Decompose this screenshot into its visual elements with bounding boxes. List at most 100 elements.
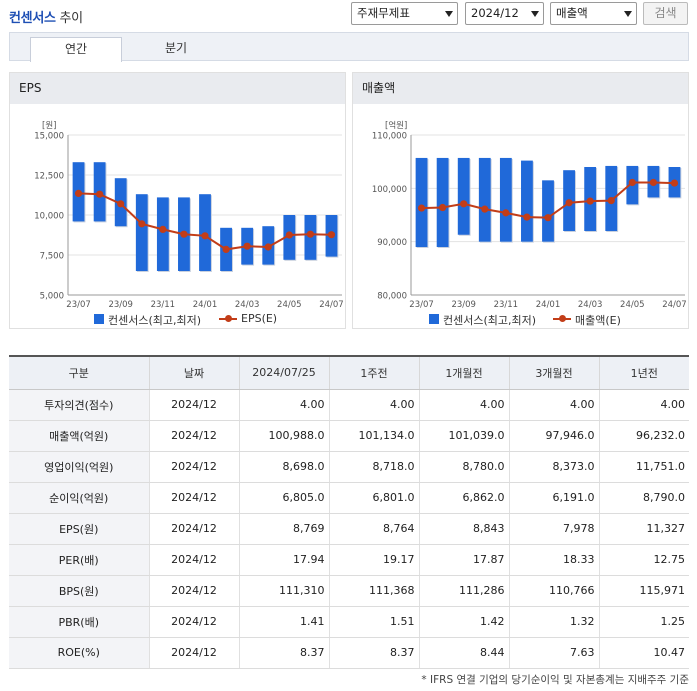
table-cell: 1.51 <box>328 606 419 638</box>
title-suffix: 추이 <box>59 11 83 26</box>
tab-quarterly[interactable]: 분기 <box>164 41 188 55</box>
line-point <box>180 230 188 238</box>
table-row: 매출액(억원) 2024/12 100,988.0 101,134.0 101,039.… <box>9 420 689 452</box>
row-date: 2024/12 <box>148 575 239 607</box>
y-tick-label: 5,000 <box>40 292 64 302</box>
table-cell: 111,286 <box>418 575 509 607</box>
table-header-row: 구분 날짜 2024/07/25 1주전 1개월전 3개월전 1년전 <box>9 355 689 390</box>
table-cell: 8.37 <box>328 637 419 669</box>
y-tick-label: 15,000 <box>34 132 64 142</box>
table-body: 투자의견(점수) 2024/12 4.00 4.00 4.00 4.00 4.00 매출액(억… <box>9 389 689 669</box>
revenue-chart-panel: 매출액 80,000 90,000 100,000 110,000 [억원] 23/07 2… <box>352 72 689 329</box>
line-point <box>523 213 531 221</box>
line-point <box>138 220 146 228</box>
row-date: 2024/12 <box>148 451 239 483</box>
line-point <box>222 245 230 253</box>
x-tick-label: 24/01 <box>193 300 218 309</box>
footnote: * IFRS 연결 기업의 당기순이익 및 자본총계는 지배주주 기준 <box>421 674 689 686</box>
table-cell: 8,698.0 <box>238 451 329 483</box>
y-tick-label: 110,000 <box>372 132 407 142</box>
chevron-down-icon <box>624 11 632 17</box>
eps-chart-panel: EPS 5,000 7,500 10,000 12,500 15,000 [원] 23/07… <box>9 72 346 329</box>
range-bar <box>156 197 169 271</box>
x-tick-label: 24/05 <box>277 300 302 309</box>
eps-chart-title: EPS <box>10 73 345 104</box>
row-label: PBR(배) <box>9 606 149 638</box>
column-header: 1주전 <box>328 355 419 390</box>
row-label: ROE(%) <box>9 637 149 669</box>
table-cell: 19.17 <box>328 544 419 576</box>
consensus-table: 구분 날짜 2024/07/25 1주전 1개월전 3개월전 1년전 투자의견(점수) 202… <box>9 355 689 669</box>
period-select[interactable]: 2024/12 <box>465 2 544 25</box>
revenue-chart-title: 매출액 <box>353 73 688 104</box>
column-header: 1년전 <box>598 355 689 390</box>
statement-type-select[interactable]: 주재무제표 <box>351 2 458 25</box>
tab-annual[interactable]: 연간 <box>30 37 122 62</box>
table-row: ROE(%) 2024/12 8.37 8.37 8.44 7.63 10.47 <box>9 637 689 669</box>
x-tick-label: 24/07 <box>319 300 344 309</box>
y-tick-label: 100,000 <box>372 185 407 195</box>
range-bar <box>521 160 533 242</box>
line-point <box>285 231 293 239</box>
table-cell: 7.63 <box>508 637 599 669</box>
table-cell: 7,978 <box>508 513 599 545</box>
line-point <box>502 209 510 217</box>
range-bar <box>499 157 512 242</box>
legend-line-label: 매출액(E) <box>575 314 621 327</box>
table-row: PER(배) 2024/12 17.94 19.17 17.87 18.33 12.75 <box>9 544 689 576</box>
line-point <box>243 242 251 250</box>
table-cell: 100,988.0 <box>238 420 329 452</box>
table-cell: 1.25 <box>598 606 689 638</box>
table-cell: 4.00 <box>508 389 599 421</box>
line-point <box>481 205 489 213</box>
x-tick-label: 23/07 <box>409 300 434 309</box>
table-cell: 8,843 <box>418 513 509 545</box>
metric-value: 매출액 <box>556 6 588 20</box>
y-unit-label: [원] <box>42 121 56 131</box>
revenue-chart: 80,000 90,000 100,000 110,000[억원] 23/07 23/09… <box>372 120 687 309</box>
line-point <box>96 190 104 198</box>
line-point <box>544 214 552 222</box>
line-point <box>439 203 447 212</box>
eps-chart-legend: 컨센서스(최고,최저) EPS(E) <box>10 311 345 327</box>
table-cell: 4.00 <box>238 389 329 421</box>
table-cell: 96,232.0 <box>598 420 689 452</box>
line-point <box>327 231 336 239</box>
range-bar <box>135 194 148 271</box>
range-bar <box>457 157 470 235</box>
table-cell: 8.37 <box>238 637 329 669</box>
table-cell: 18.33 <box>508 544 599 576</box>
table-cell: 8,769 <box>238 513 329 545</box>
legend-bar-swatch <box>94 314 104 324</box>
table-cell: 4.00 <box>418 389 509 421</box>
line-point <box>670 179 679 187</box>
line-point <box>117 200 125 208</box>
table-cell: 6,862.0 <box>418 482 509 514</box>
eps-chart: 5,000 7,500 10,000 12,500 15,000[원] 23/07 23/0… <box>34 121 344 309</box>
table-cell: 1.41 <box>238 606 329 638</box>
table-cell: 8,373.0 <box>508 451 599 483</box>
table-cell: 8.44 <box>418 637 509 669</box>
column-header: 2024/07/25 <box>238 355 329 390</box>
row-label: EPS(원) <box>9 513 149 545</box>
table-cell: 6,805.0 <box>238 482 329 514</box>
row-date: 2024/12 <box>148 637 239 669</box>
table-row: EPS(원) 2024/12 8,769 8,764 8,843 7,978 11,327 <box>9 513 689 545</box>
row-label: 순이익(억원) <box>9 482 149 514</box>
table-cell: 8,764 <box>328 513 419 545</box>
range-bar <box>436 157 449 247</box>
metric-select[interactable]: 매출액 <box>550 2 637 25</box>
search-button[interactable]: 검색 <box>643 2 688 25</box>
table-cell: 1.42 <box>418 606 509 638</box>
column-header: 3개월전 <box>508 355 599 390</box>
table-cell: 8,790.0 <box>598 482 689 514</box>
line-point <box>649 178 657 187</box>
table-cell: 17.87 <box>418 544 509 576</box>
table-cell: 8,780.0 <box>418 451 509 483</box>
table-cell: 110,766 <box>508 575 599 607</box>
table-row: PBR(배) 2024/12 1.41 1.51 1.42 1.32 1.25 <box>9 606 689 638</box>
period-value: 2024/12 <box>471 6 519 20</box>
chevron-down-icon <box>531 11 539 17</box>
x-tick-label: 23/11 <box>494 300 519 309</box>
line-point <box>306 230 314 238</box>
